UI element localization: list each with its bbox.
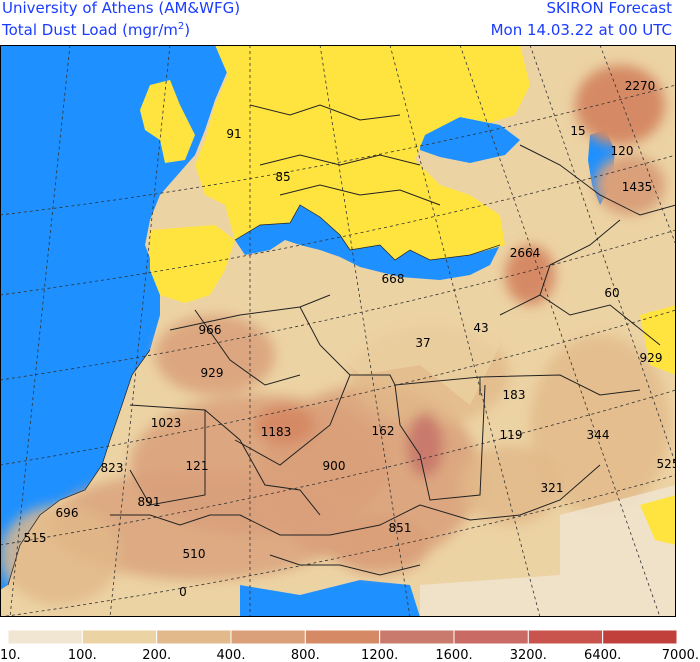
dust-load-map: 91 85 2270 15 120 1435 2664 668 60 966 43 37 929 929 1… [0, 45, 676, 617]
legend-tick-label: 7000. [662, 648, 699, 662]
legend-tick-label: 800. [291, 648, 320, 662]
dust-value-label: 851 [389, 521, 412, 535]
legend-tick-label: 400. [217, 648, 246, 662]
legend-tick-label: 1200. [361, 648, 398, 662]
variable-prefix: Total Dust Load (mgr/m [2, 21, 178, 39]
legend-tick-label: 10. [0, 648, 21, 662]
org-title: University of Athens (AM&WFG) [2, 0, 241, 17]
legend-bin [81, 629, 158, 645]
dust-value-label: 1023 [151, 416, 182, 430]
legend-tick-label: 3200. [510, 648, 547, 662]
legend-bin [527, 629, 604, 645]
iberia [150, 225, 235, 303]
valid-time: Mon 14.03.22 at 00 UTC [490, 21, 672, 39]
dust-value-label: 929 [201, 366, 224, 380]
dust-value-label: 91 [226, 127, 241, 141]
country-borders [110, 104, 676, 576]
graticule [0, 45, 676, 617]
dust-zone-west-coast [0, 505, 120, 605]
dust-value-label: 344 [587, 428, 610, 442]
gulf-of-guinea [240, 580, 420, 617]
light-dust-belt [330, 290, 500, 405]
legend-tick-label: 200. [142, 648, 171, 662]
dust-value-label: 696 [56, 506, 79, 520]
dust-value-label: 37 [415, 336, 430, 350]
legend-bin [304, 629, 381, 645]
dust-value-label: 2270 [625, 79, 656, 93]
legend-bin [602, 629, 678, 645]
variable-title: Total Dust Load (mgr/m2) [2, 21, 190, 39]
legend-bin [379, 629, 455, 645]
dust-value-label: 515 [24, 531, 47, 545]
dust-zone-sudan [460, 445, 560, 525]
legend-bin [230, 629, 306, 645]
legend-bin [453, 629, 529, 645]
europe-clean-land [195, 45, 530, 260]
dust-zone-arabia [530, 335, 670, 515]
variable-suffix: ) [184, 21, 191, 39]
legend-color-bins [7, 629, 678, 645]
dust-zone-sahel [50, 470, 350, 580]
dust-value-label: 525 [657, 457, 676, 471]
dust-value-label: 823 [101, 461, 124, 475]
dust-value-label: 891 [138, 495, 161, 509]
legend-tick-label: 1600. [435, 648, 472, 662]
dust-value-label: 120 [611, 144, 634, 158]
legend-bin [7, 629, 83, 645]
atlantic-ocean [0, 45, 240, 590]
dust-value-label: 0 [179, 585, 187, 599]
map-frame [0, 45, 676, 617]
dust-value-label: 510 [183, 547, 206, 561]
dust-value-label: 162 [372, 424, 395, 438]
dust-value-label: 900 [323, 459, 346, 473]
yellow-patch-east [640, 305, 676, 375]
dust-value-label: 321 [541, 481, 564, 495]
dust-value-label: 929 [640, 351, 663, 365]
legend-tick-labels: 10. 100. 200. 400. 800. 1200. 1600. 3200. 6400. 7… [0, 648, 699, 662]
dust-value-label: 1183 [261, 425, 292, 439]
dust-value-label: 121 [186, 459, 209, 473]
coastlines [7, 204, 501, 586]
legend-tick-label: 6400. [584, 648, 621, 662]
variable-sup: 2 [177, 21, 185, 32]
dust-value-label: 60 [604, 286, 619, 300]
dust-zone-morocco [155, 315, 275, 395]
dust-value-label: 1435 [622, 180, 653, 194]
black-sea [420, 117, 520, 163]
dust-value-labels: 91 85 2270 15 120 1435 2664 668 60 966 43 37 929 929 1… [24, 79, 676, 599]
dust-zone-levant [505, 245, 555, 305]
dust-zone-iran [575, 65, 665, 145]
dust-value-label: 2664 [510, 246, 541, 260]
dust-value-label: 85 [275, 170, 290, 184]
mediterranean-sea [235, 205, 500, 280]
dust-value-label: 43 [473, 321, 488, 335]
legend-tick-label: 100. [68, 648, 97, 662]
british-isles [140, 80, 195, 163]
dust-value-label: 668 [382, 272, 405, 286]
anatolia [470, 185, 560, 245]
dust-value-label: 15 [570, 124, 585, 138]
color-legend: 10. 100. 200. 400. 800. 1200. 1600. 3200. 6400. 7… [0, 629, 699, 662]
dust-zone-mali [255, 405, 315, 445]
dust-value-label: 966 [199, 323, 222, 337]
dust-value-label: 119 [500, 428, 523, 442]
product-title: SKIRON Forecast [546, 0, 672, 17]
legend-bin [156, 629, 232, 645]
south-clean-land [420, 575, 560, 617]
dust-zone-chad [407, 413, 443, 477]
dust-value-label: 183 [503, 388, 526, 402]
yellow-patch-horn [640, 495, 676, 545]
